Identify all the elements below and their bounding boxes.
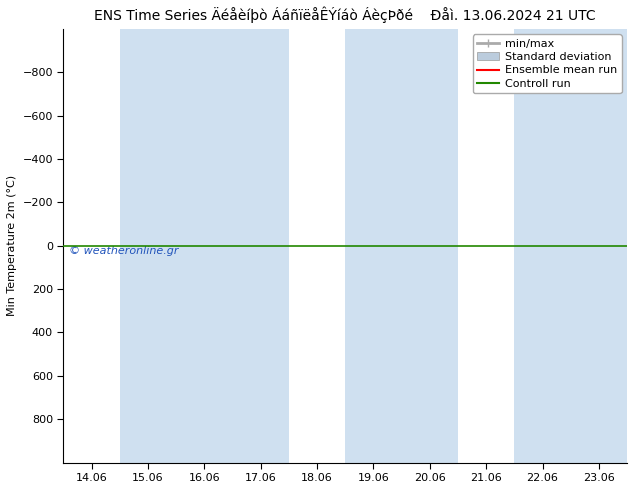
Bar	[233, 29, 289, 463]
Y-axis label: Min Temperature 2m (°C): Min Temperature 2m (°C)	[7, 175, 17, 316]
Bar	[346, 29, 458, 463]
Title: ENS Time Series Äéåèíþò ÁáñïëåÊÝíáò ÁèçÞðé    Đåì. 13.06.2024 21 UTC: ENS Time Series Äéåèíþò ÁáñïëåÊÝíáò ÁèçÞ…	[94, 7, 596, 24]
Bar	[120, 29, 233, 463]
Legend: min/max, Standard deviation, Ensemble mean run, Controll run: min/max, Standard deviation, Ensemble me…	[472, 34, 621, 93]
Text: © weatheronline.gr: © weatheronline.gr	[69, 245, 179, 256]
Bar	[514, 29, 627, 463]
